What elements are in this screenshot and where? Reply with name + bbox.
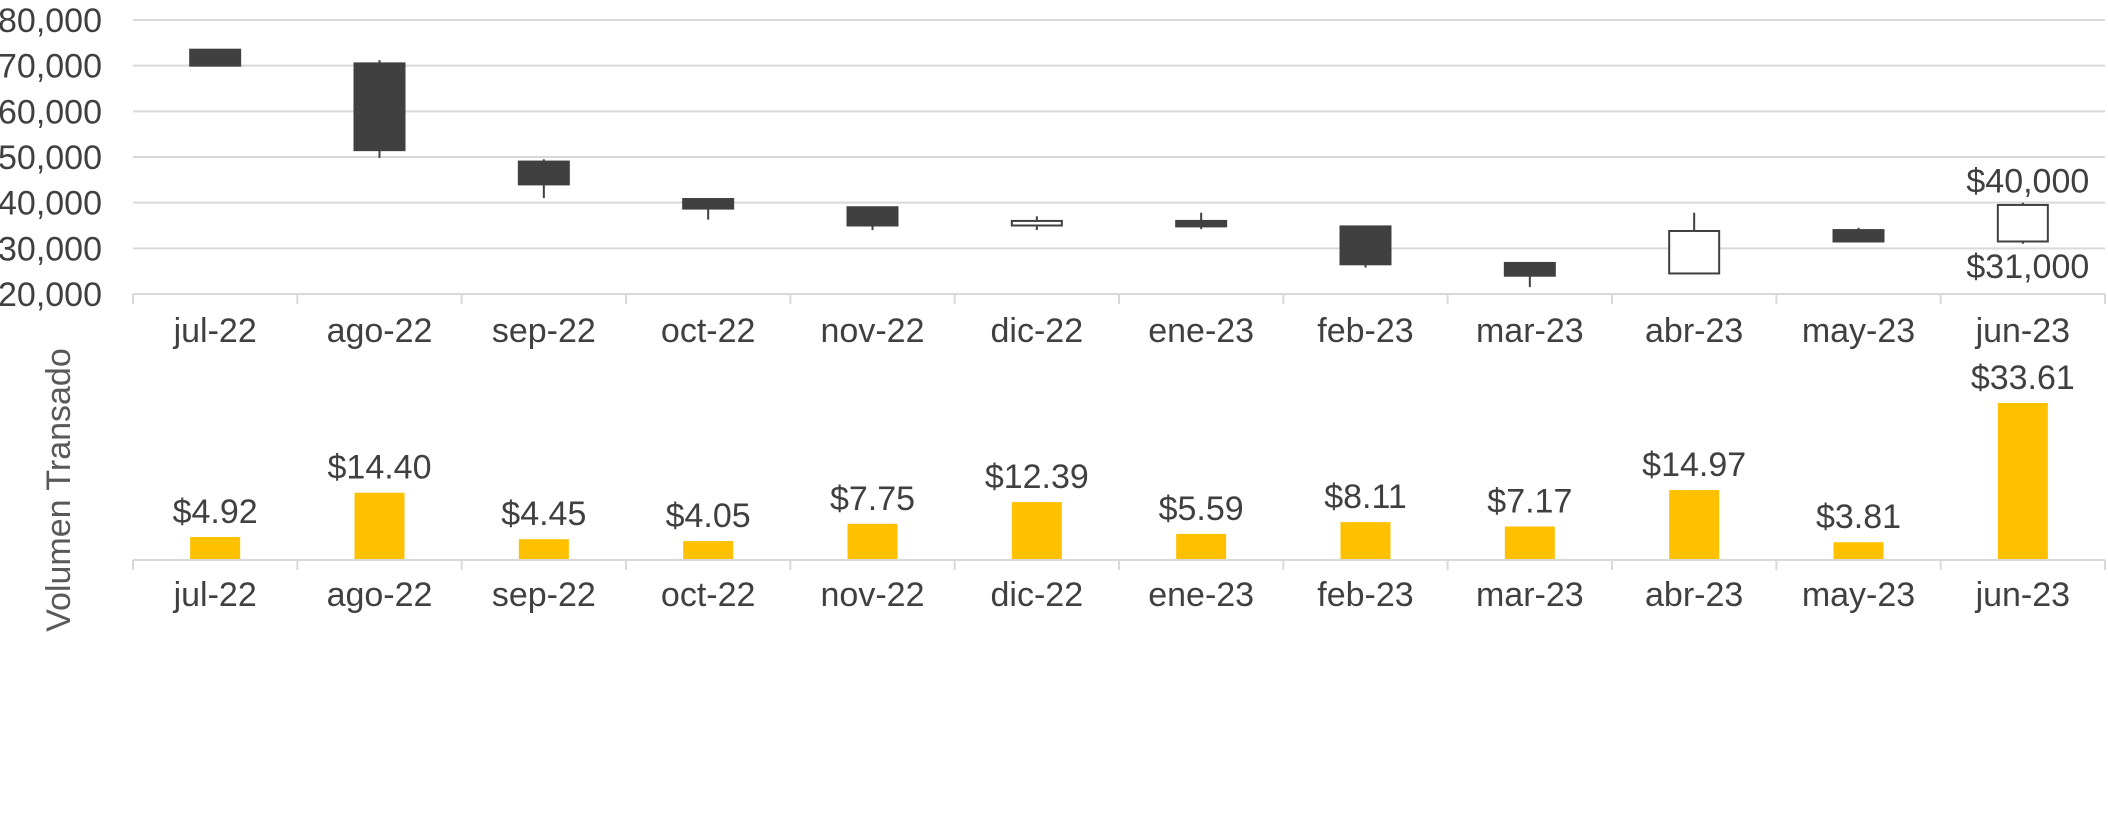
candle-body <box>1339 225 1392 266</box>
volume-x-tick-label: sep-22 <box>492 576 596 614</box>
x-tick-label: ene-23 <box>1148 312 1254 350</box>
x-tick-label: nov-22 <box>821 312 925 350</box>
candle-body <box>1832 229 1885 243</box>
candle-gridlines <box>133 19 2105 295</box>
volume-data-label: $8.11 <box>1324 478 1407 516</box>
volume-bar <box>518 539 569 560</box>
x-tick-label: oct-22 <box>661 312 756 350</box>
y-tick-label: $80,000 <box>0 2 102 40</box>
volume-bar <box>1669 490 1720 560</box>
volume-y-axis-label: Volumen Transado <box>40 348 78 632</box>
volume-x-tick-label: nov-22 <box>821 576 925 614</box>
x-tick-label: feb-23 <box>1317 312 1413 350</box>
candle-body <box>1503 261 1556 277</box>
annotation-low: $31,000 <box>1966 248 2089 286</box>
y-tick-label: $20,000 <box>0 276 102 314</box>
volume-x-tick-label: ene-23 <box>1148 576 1254 614</box>
candle-body <box>1668 229 1721 275</box>
volume-bar <box>847 523 898 560</box>
volume-data-label: $3.81 <box>1816 498 1901 536</box>
volume-x-tick-label: jun-23 <box>1975 576 2071 614</box>
volume-bar <box>1176 533 1227 560</box>
y-tick-label: $50,000 <box>0 139 102 177</box>
candlestick-series <box>189 48 2049 288</box>
x-tick-label: mar-23 <box>1476 312 1584 350</box>
x-tick-label: jun-23 <box>1975 312 2071 350</box>
x-tick-label: dic-22 <box>991 312 1084 350</box>
volume-x-axis: jul-22 ago-22 sep-22 oct-22 nov-22 dic-22 ene-… <box>132 559 2106 614</box>
volume-data-label: $7.75 <box>830 480 915 518</box>
candle-body <box>1996 203 2049 243</box>
volume-x-tick-label: may-23 <box>1802 576 1915 614</box>
candle-body <box>189 48 242 67</box>
volume-bar <box>190 537 241 560</box>
candle-annotations: $40,000 $31,000 <box>1966 163 2089 286</box>
volume-bar <box>1997 403 2048 560</box>
candle-y-axis: $20,000 $30,000 $40,000 $50,000 $60,000 $70,0… <box>0 2 102 314</box>
candle-body <box>1175 219 1228 228</box>
x-tick-label: ago-22 <box>327 312 433 350</box>
volume-x-tick-label: jul-22 <box>173 576 257 614</box>
x-tick-label: abr-23 <box>1645 312 1743 350</box>
x-tick-label: may-23 <box>1802 312 1915 350</box>
candle-body <box>1010 219 1063 227</box>
volume-bar <box>1504 526 1555 560</box>
x-tick-label: sep-22 <box>492 312 596 350</box>
volume-data-label: $4.45 <box>501 495 586 533</box>
volume-bar <box>1011 502 1062 560</box>
candle-body <box>846 206 899 227</box>
volume-bar <box>1833 542 1884 560</box>
y-tick-label: $30,000 <box>0 230 102 268</box>
volume-data-label: $14.40 <box>328 449 432 487</box>
annotation-high: $40,000 <box>1966 163 2089 201</box>
volume-data-label: $7.17 <box>1487 483 1572 521</box>
candle-body <box>517 160 570 186</box>
volume-x-tick-label: oct-22 <box>661 576 756 614</box>
volume-x-tick-label: mar-23 <box>1476 576 1584 614</box>
volume-data-label: $33.61 <box>1971 359 2075 397</box>
volume-data-label: $12.39 <box>985 458 1089 496</box>
candle-x-axis: jul-22 ago-22 sep-22 oct-22 nov-22 dic-22 ene-… <box>132 293 2106 350</box>
volume-bar <box>683 541 734 560</box>
x-tick-label: jul-22 <box>173 312 257 350</box>
y-tick-label: $40,000 <box>0 185 102 223</box>
volume-bar-series: $4.92 $14.40 $4.45 $4.05 $7.75 $12.39 $5.59 $8.… <box>173 359 2075 560</box>
volume-x-tick-label: ago-22 <box>327 576 433 614</box>
volume-x-tick-label: feb-23 <box>1317 576 1413 614</box>
volume-data-label: $14.97 <box>1642 446 1746 484</box>
candle-body <box>682 198 735 210</box>
y-tick-label: $70,000 <box>0 48 102 86</box>
volume-bar <box>1340 522 1391 560</box>
volume-data-label: $4.05 <box>666 497 751 535</box>
volume-bar <box>354 492 405 560</box>
candle-body <box>353 62 406 152</box>
y-tick-label: $60,000 <box>0 93 102 131</box>
volume-data-label: $5.59 <box>1159 490 1244 528</box>
volume-x-tick-label: dic-22 <box>991 576 1084 614</box>
volume-x-tick-label: abr-23 <box>1645 576 1743 614</box>
volume-data-label: $4.92 <box>173 493 258 531</box>
